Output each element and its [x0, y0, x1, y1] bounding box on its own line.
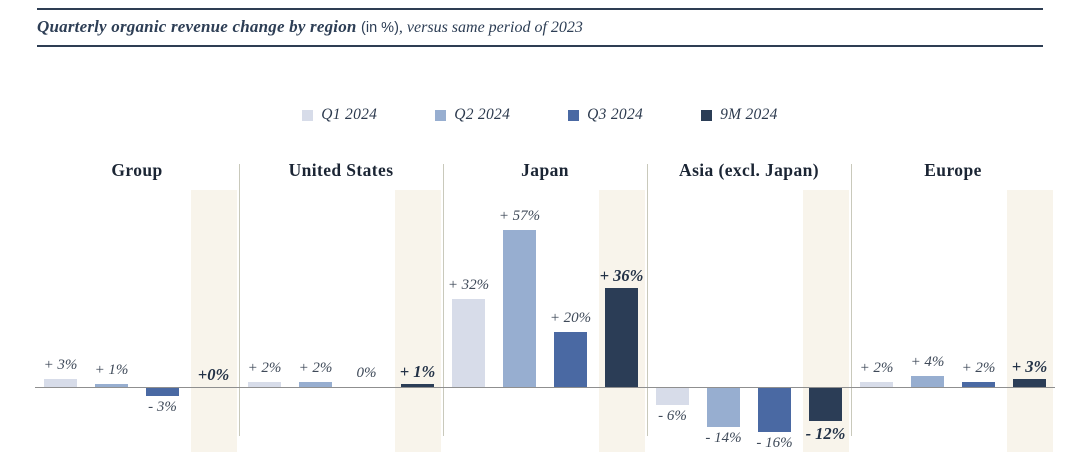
region-plot: - 6% - 14% - 16% - 12%: [647, 190, 851, 452]
bar-label: + 2%: [298, 359, 333, 376]
region-group: Japan + 32% + 57% + 20% + 36%: [443, 154, 647, 452]
bar: [146, 388, 179, 397]
legend-swatch-icon: [435, 109, 447, 121]
region-group: Europe + 2% + 4% + 2% + 3%: [851, 154, 1055, 452]
bar-label: + 36%: [599, 266, 644, 285]
bar-label: +0%: [197, 365, 230, 384]
legend-swatch-icon: [568, 109, 580, 121]
bar-label: + 2%: [859, 359, 894, 376]
legend-item: Q3 2024: [568, 106, 643, 124]
region-separator: [851, 164, 852, 436]
bar: [248, 381, 281, 387]
bar: [401, 384, 434, 387]
region-title: Group: [111, 160, 163, 180]
legend-item: 9M 2024: [701, 106, 778, 124]
bar: [962, 381, 995, 387]
region-separator: [647, 164, 648, 436]
bar-label: + 3%: [43, 356, 78, 373]
chart-title-suffix: , versus same period of 2023: [398, 19, 583, 36]
bar-chart: Group + 3% + 1% - 3% +0% United States + 2% + 2…: [35, 154, 1055, 452]
region-title: Japan: [521, 160, 569, 180]
highlight-band: [1006, 190, 1053, 452]
chart-legend: Q1 2024 Q2 2024 Q3 2024 9M 2024: [0, 106, 1080, 124]
bar-label: - 14%: [705, 429, 742, 446]
legend-item: Q1 2024: [302, 106, 377, 124]
region-group: Asia (excl. Japan) - 6% - 14% - 16% - 12%: [647, 154, 851, 452]
bar-label: - 16%: [756, 435, 793, 451]
zero-axis-line: [35, 387, 1055, 388]
bar-label: - 6%: [658, 407, 687, 424]
region-plot: + 2% + 2% 0% + 1%: [239, 190, 443, 452]
bar-label: 0%: [356, 365, 377, 381]
region-group: Group + 3% + 1% - 3% +0%: [35, 154, 239, 452]
region-separator: [239, 164, 240, 436]
region-plot: + 2% + 4% + 2% + 3%: [851, 190, 1055, 452]
bar-label: - 3%: [148, 399, 177, 416]
title-top-rule: [37, 8, 1043, 10]
legend-item: Q2 2024: [435, 106, 510, 124]
region-plot: + 3% + 1% - 3% +0%: [35, 190, 239, 452]
legend-label: Q1 2024: [321, 106, 378, 123]
bar: [554, 332, 587, 387]
title-bottom-rule: [37, 45, 1043, 47]
region-separator: [443, 164, 444, 436]
bar-label: + 32%: [447, 277, 490, 293]
bar: [860, 381, 893, 387]
bar: [707, 388, 740, 427]
bar-label: + 57%: [498, 208, 541, 225]
highlight-band: [190, 190, 237, 452]
bar-label: + 3%: [1011, 356, 1048, 376]
bar: [1013, 378, 1046, 387]
bar: [911, 376, 944, 387]
bar-label: + 1%: [399, 362, 436, 382]
bar: [452, 299, 485, 387]
legend-label: 9M 2024: [720, 106, 778, 123]
region-group: United States + 2% + 2% 0% + 1%: [239, 154, 443, 452]
legend-label: Q3 2024: [587, 106, 644, 123]
legend-swatch-icon: [701, 109, 713, 121]
bar-label: + 4%: [910, 354, 945, 370]
region-title: Asia (excl. Japan): [679, 160, 819, 180]
chart-title: Quarterly organic revenue change by regi…: [37, 15, 1043, 40]
bar: [299, 381, 332, 387]
bar: [758, 388, 791, 432]
bar: [95, 384, 128, 387]
region-title: Europe: [924, 160, 982, 180]
bar: [656, 388, 689, 405]
bar-label: + 2%: [247, 359, 282, 376]
bar: [809, 388, 842, 421]
bar: [605, 288, 638, 387]
bar: [44, 378, 77, 387]
bar-label: + 20%: [549, 310, 592, 326]
region-plot: + 32% + 57% + 20% + 36%: [443, 190, 647, 452]
bar: [503, 230, 536, 387]
legend-label: Q2 2024: [454, 106, 511, 123]
chart-title-unit: (in %): [361, 20, 399, 36]
highlight-band: [394, 190, 441, 452]
bar-label: - 12%: [805, 424, 846, 443]
chart-title-main: Quarterly organic revenue change by regi…: [37, 17, 362, 36]
region-title: United States: [288, 160, 394, 180]
legend-swatch-icon: [302, 109, 314, 121]
bar-label: + 2%: [961, 359, 996, 376]
bar-label: + 1%: [94, 362, 129, 379]
